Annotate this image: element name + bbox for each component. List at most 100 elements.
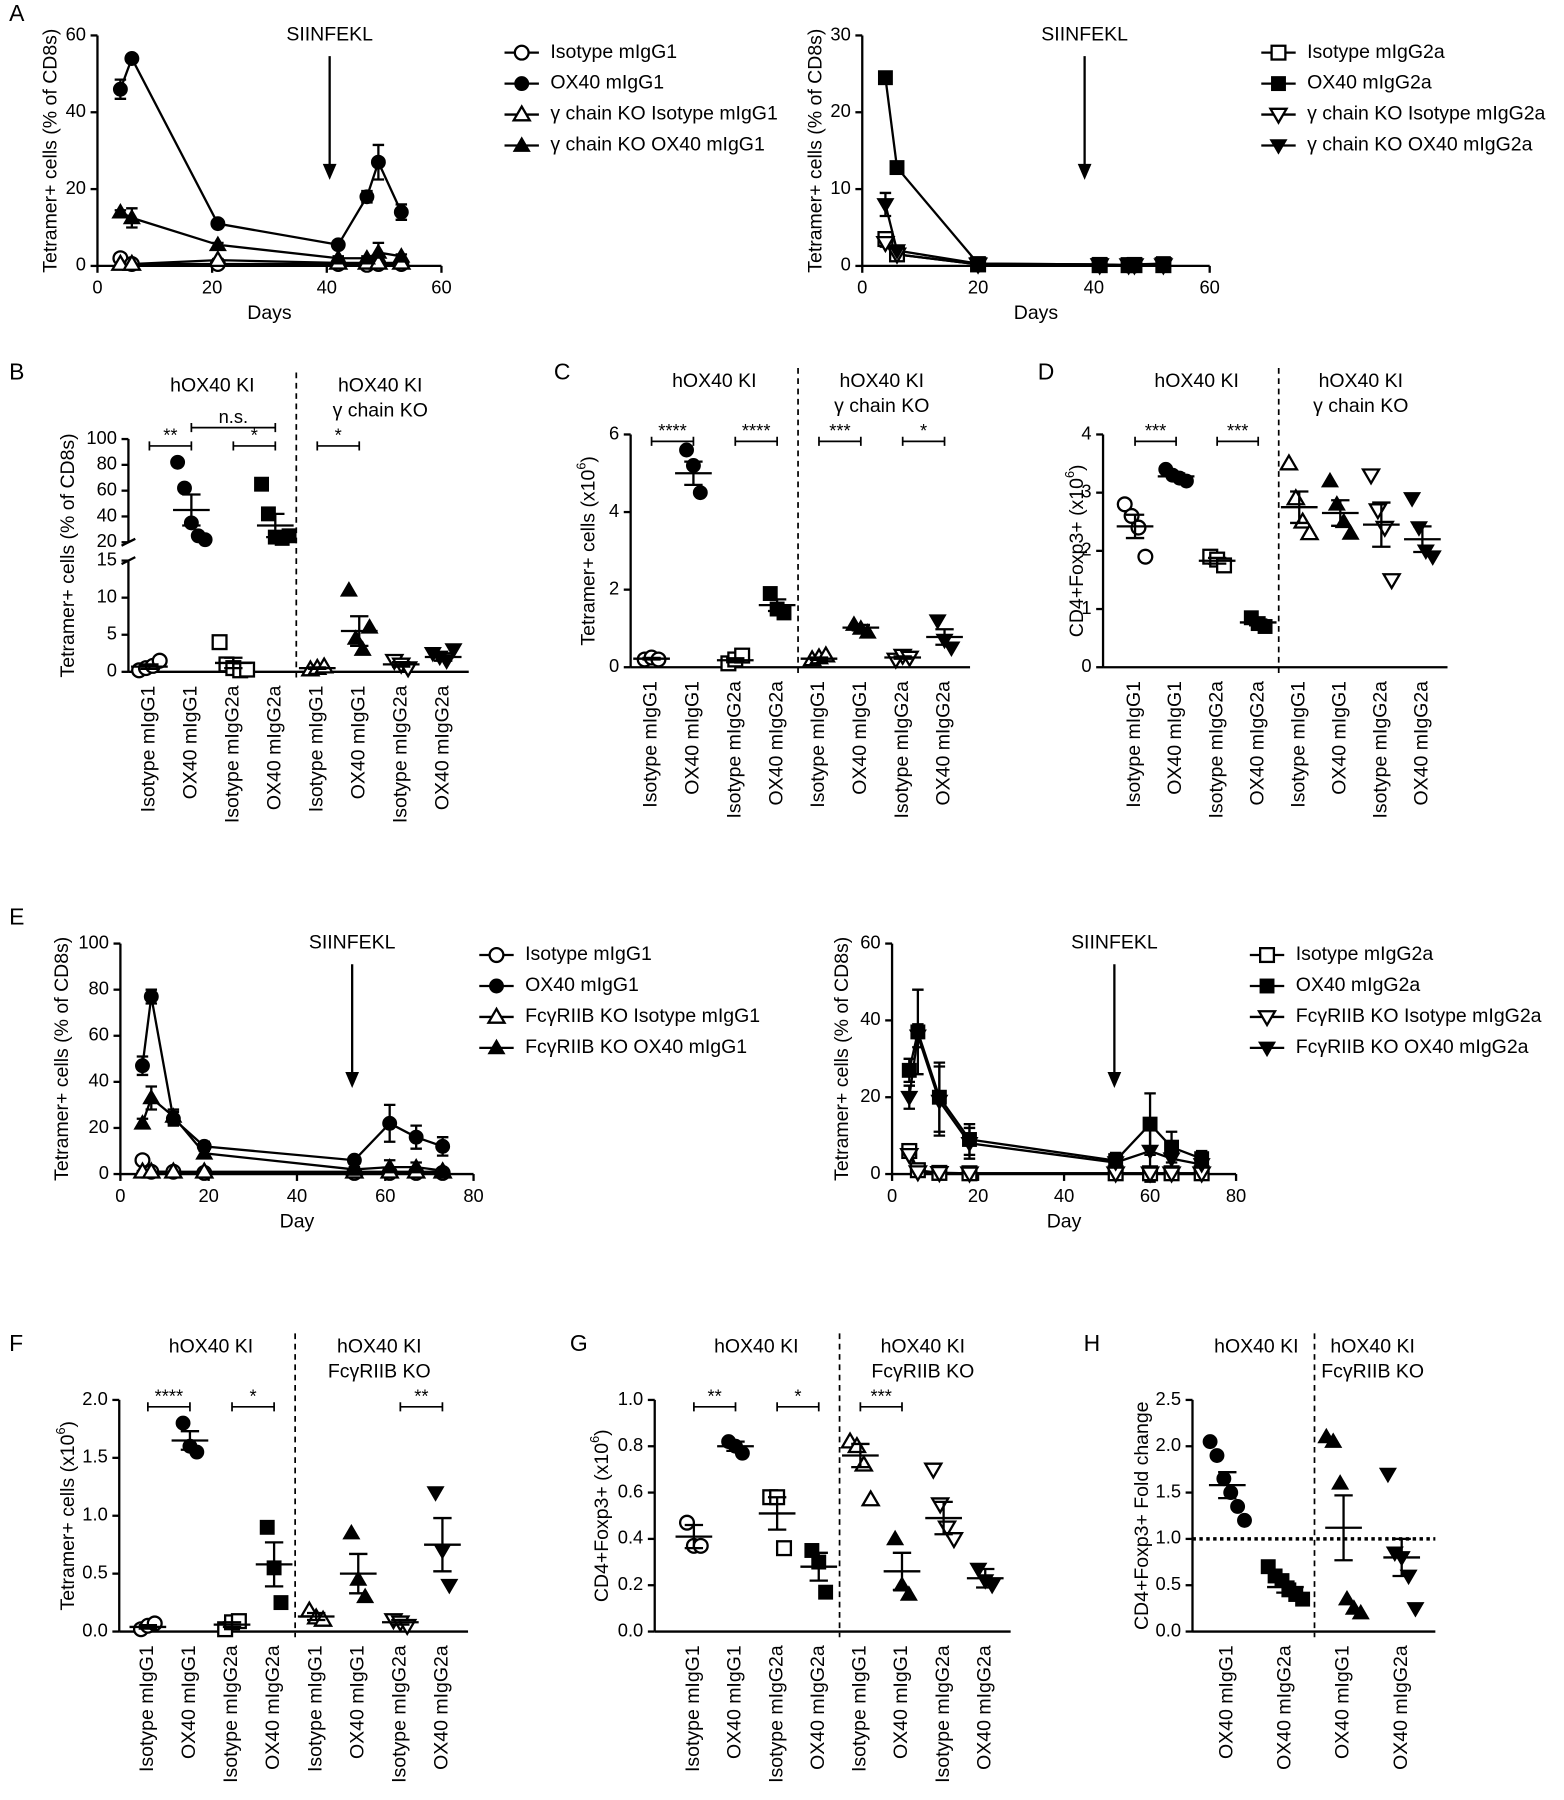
y-axis-label-sup: 6: [1063, 471, 1077, 478]
y-axis-label: Tetramer+ cells (x106): [575, 456, 600, 645]
marker: [1209, 1448, 1225, 1463]
x-tick-label: OX40 mIgG1: [1215, 1645, 1237, 1759]
legend-label: OX40 mIgG1: [550, 72, 664, 94]
x-tick-label: 20: [968, 1185, 988, 1206]
y-tick-label: 20: [860, 1085, 880, 1106]
marker: [1090, 258, 1109, 274]
error-bar: [1218, 1471, 1237, 1500]
marker: [273, 1595, 289, 1611]
y-tick-label: 0: [609, 655, 619, 676]
marker: [207, 249, 228, 268]
marker: [678, 1514, 696, 1531]
y-axis-label: CD4+Foxp3+ Fold change: [1131, 1401, 1153, 1630]
marker: [1216, 1471, 1232, 1487]
x-tick-label: Isotype mIgG1: [849, 1645, 871, 1772]
marker: [1337, 1589, 1357, 1606]
y-tick-label: 0.0: [1156, 1619, 1181, 1640]
annotation: SIINFEKL: [309, 932, 396, 954]
series-line: [884, 77, 1164, 267]
error-bar: [1290, 490, 1309, 525]
y-axis-label-text: CD4+Foxp3+ (x10: [591, 1443, 613, 1602]
y-tick-label: 0: [841, 254, 851, 275]
group-label: hOX40 KI: [1319, 370, 1403, 392]
y-axis-label-text: ): [1066, 464, 1088, 471]
y-tick-label: 100: [78, 931, 109, 952]
x-tick-label: OX40 mIgG2a: [973, 1645, 995, 1770]
marker: [189, 1444, 205, 1460]
marker: [164, 1107, 183, 1123]
x-tick-label: 20: [198, 1185, 218, 1206]
y-axis-label-text: ): [57, 1421, 79, 1428]
significance-bracket: [776, 1402, 820, 1412]
marker: [393, 204, 409, 220]
marker: [329, 249, 348, 265]
legend-marker: [514, 76, 530, 92]
x-tick-label: OX40 mIgG1: [724, 1645, 746, 1759]
significance-bracket: [231, 1402, 275, 1412]
marker: [368, 252, 389, 270]
y-axis-label: Tetramer+ cells (% of CD8s): [57, 433, 79, 677]
marker: [907, 1165, 928, 1183]
y-tick-label: 40: [860, 1008, 880, 1029]
y-tick-label: 1.0: [82, 1504, 107, 1525]
y-axis-label: Tetramer+ cells (% of CD8s): [40, 29, 62, 273]
marker: [1106, 1156, 1125, 1172]
x-tick-label: Isotype mIgG2a: [389, 685, 411, 823]
error-bar: [767, 598, 787, 613]
y-axis: [121, 439, 136, 672]
y-tick-label: 80: [97, 453, 117, 474]
marker: [1295, 1591, 1311, 1607]
y-axis-label-text: Tetramer+ cells (% of CD8s): [805, 29, 827, 273]
x-tick-label: Isotype mIgG2a: [1205, 681, 1227, 819]
error-bar: [684, 460, 703, 487]
x-axis-label: Days: [1014, 302, 1059, 324]
x-tick-label: 60: [1140, 1185, 1160, 1206]
marker: [1164, 1139, 1180, 1155]
marker: [889, 160, 905, 176]
y-tick-label: 2.0: [82, 1388, 107, 1409]
y-tick-label: 0.0: [82, 1619, 107, 1640]
marker: [382, 1115, 398, 1131]
significance-label: ****: [742, 420, 771, 441]
y-axis-label-text: Tetramer+ cells (x10: [57, 1434, 79, 1610]
legend-marker: [486, 1006, 507, 1024]
marker: [141, 1161, 162, 1179]
group-label: hOX40 KI: [840, 370, 924, 392]
y-tick-label: 0: [1081, 655, 1091, 676]
legend-label: FcγRIIB KO Isotype mIgG2a: [1296, 1005, 1542, 1027]
marker: [1141, 1144, 1160, 1161]
y-tick-label: 1.0: [1156, 1527, 1181, 1548]
group-label: FcγRIIB KO: [1321, 1361, 1424, 1383]
error-bar: [307, 1611, 326, 1622]
group-label: hOX40 KI: [170, 374, 254, 396]
annotation-arrowhead: [1077, 163, 1092, 180]
group-label: hOX40 KI: [337, 1335, 421, 1357]
marker: [1299, 523, 1320, 541]
legend-marker: [1268, 107, 1289, 125]
axes: [890, 943, 1237, 1176]
x-tick-label: Isotype mIgG1: [807, 681, 829, 808]
marker: [1278, 453, 1299, 471]
error-bar: [1276, 1580, 1295, 1594]
marker: [211, 634, 228, 651]
x-tick-label: Isotype mIgG1: [1287, 681, 1309, 808]
panel-letter: F: [9, 1330, 23, 1356]
significance-bracket: [734, 436, 778, 446]
marker: [121, 253, 142, 271]
marker: [930, 1094, 949, 1111]
error-bar: [349, 1552, 368, 1595]
x-tick-label: OX40 mIgG2a: [1411, 681, 1433, 806]
x-tick-label: 60: [1199, 277, 1219, 298]
x-tick-label: OX40 mIgG2a: [431, 1645, 453, 1770]
significance-bracket: [901, 436, 946, 446]
y-axis-label-text: CD4+Foxp3+ (x10: [1066, 478, 1088, 637]
marker: [929, 1166, 950, 1184]
annotation: SIINFEKL: [286, 24, 373, 46]
error-bar: [433, 1516, 452, 1573]
y-tick-label: 0.4: [618, 1527, 643, 1548]
x-tick-label: Isotype mIgG2a: [1369, 681, 1391, 819]
marker: [111, 202, 130, 219]
legend-label: Isotype mIgG1: [550, 41, 677, 63]
marker: [1125, 258, 1144, 275]
marker: [392, 247, 411, 263]
